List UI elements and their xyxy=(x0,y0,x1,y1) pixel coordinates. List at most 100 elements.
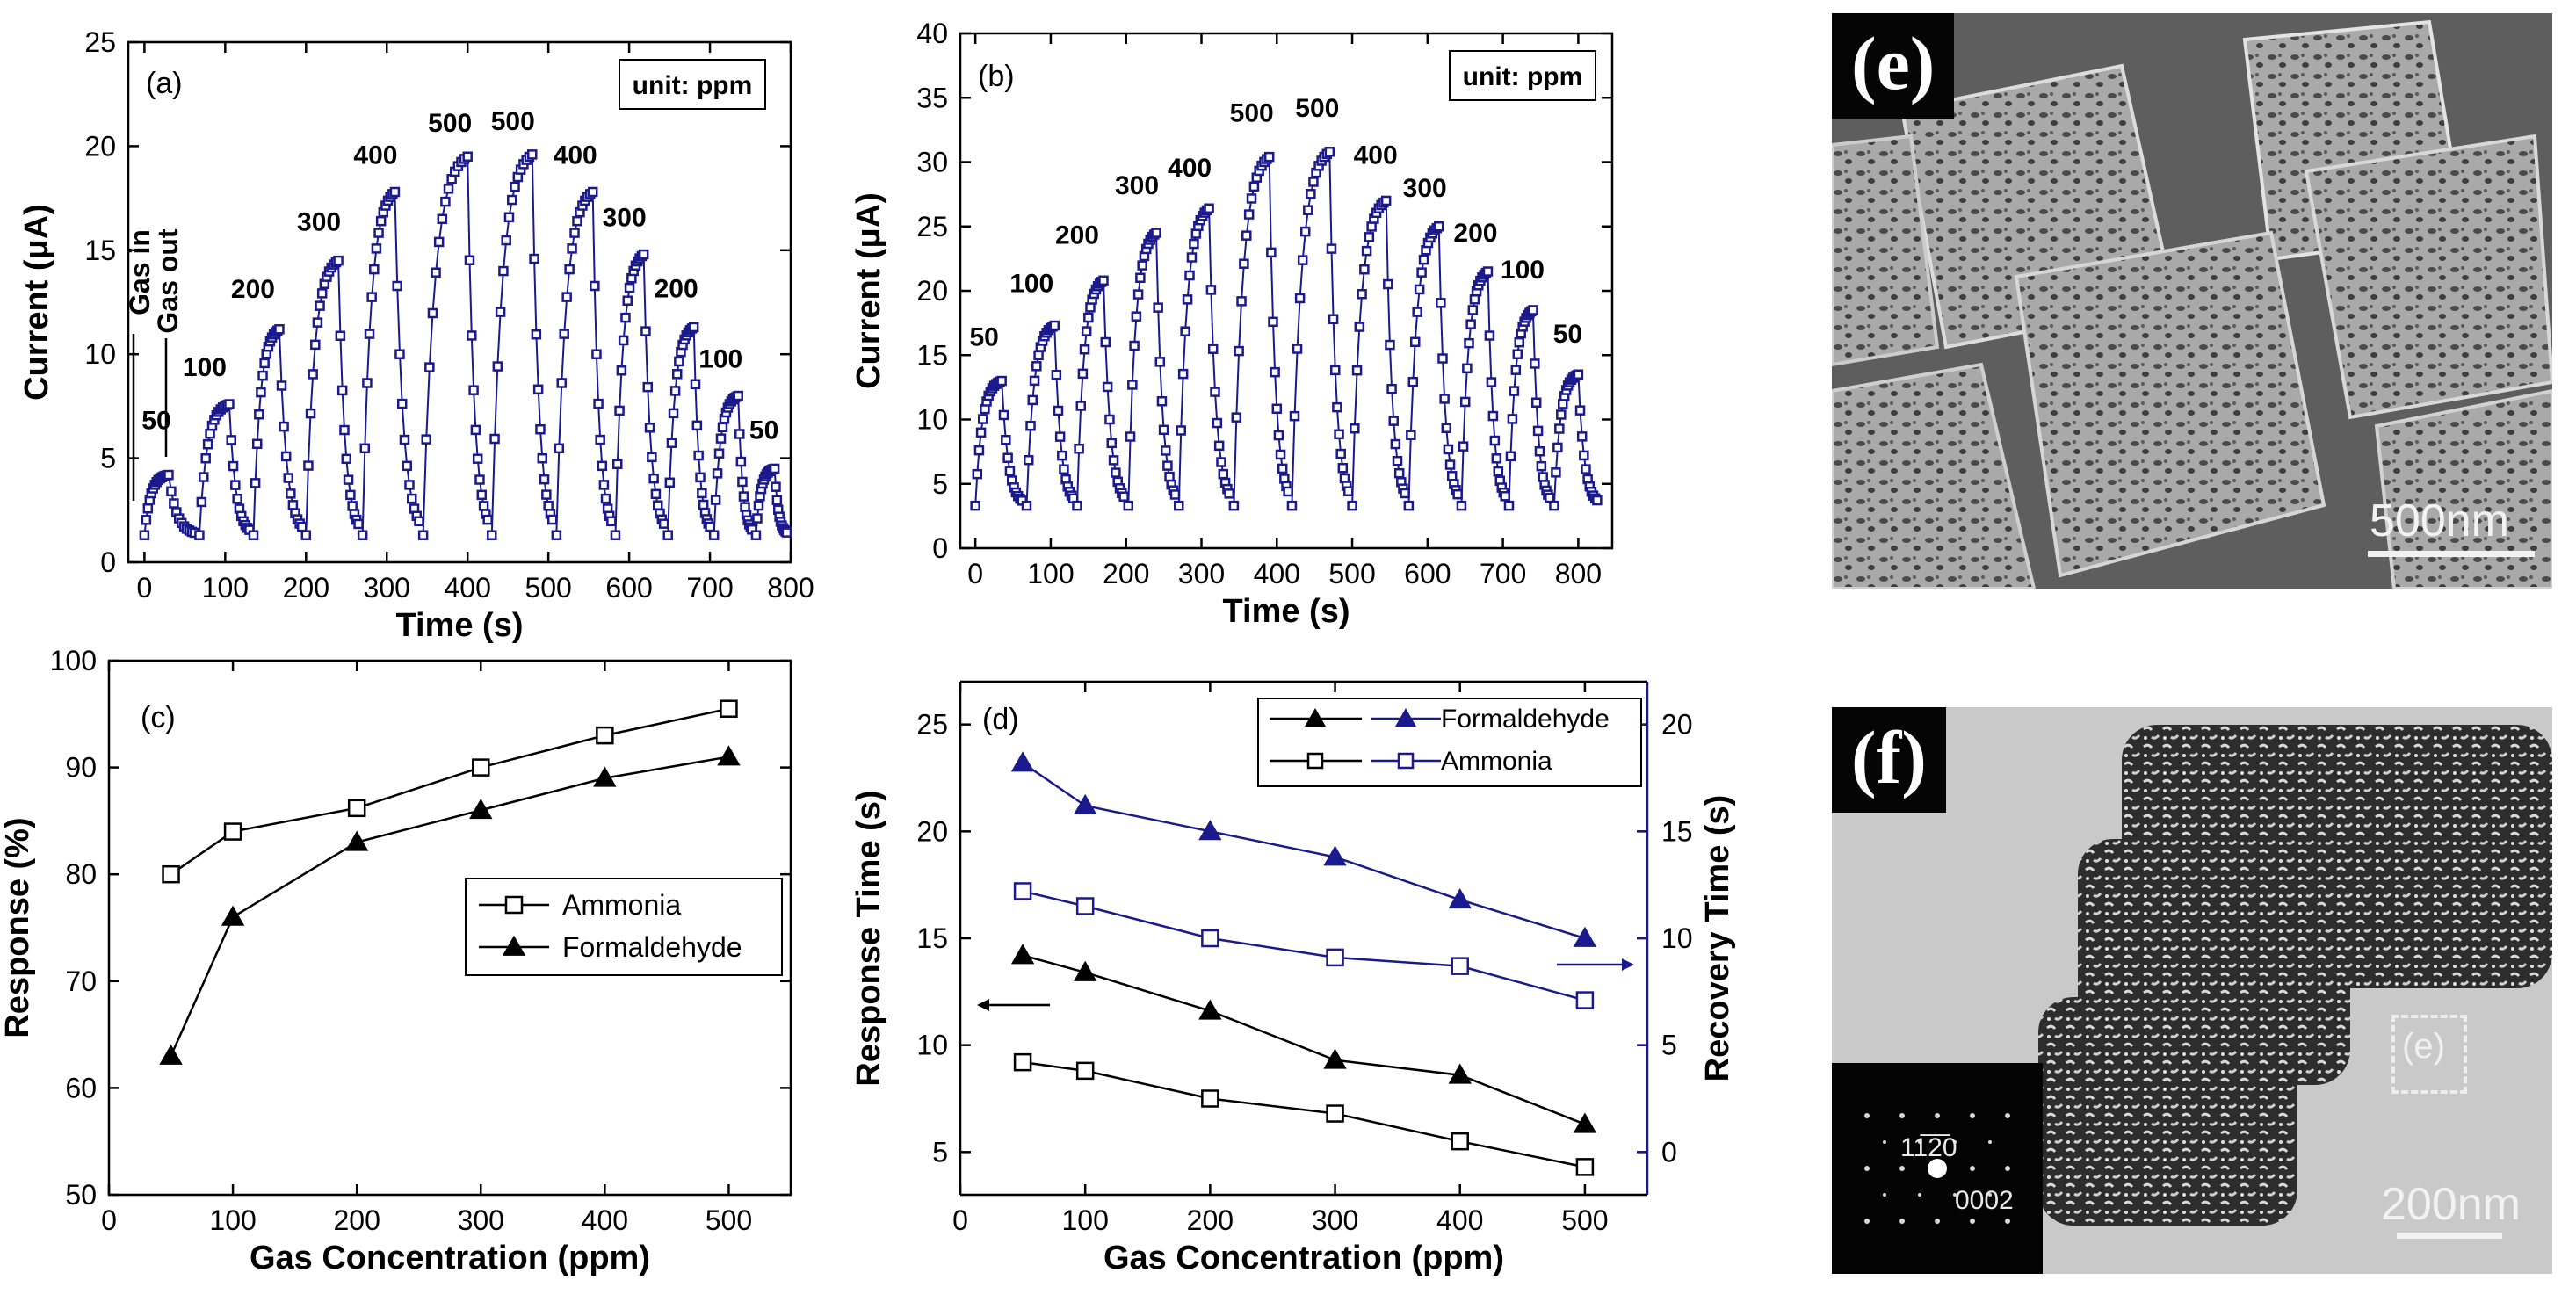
pulse-point xyxy=(1528,305,1538,315)
pulse-label: 100 xyxy=(183,353,227,382)
pulse-point xyxy=(1439,394,1450,404)
pulse-point xyxy=(1556,409,1567,420)
pulse-point xyxy=(1001,434,1011,445)
pulse-point xyxy=(335,330,346,341)
y2-tick-label: 0 xyxy=(1661,1136,1677,1168)
pulse-point xyxy=(1500,491,1510,502)
y-tick-label: 10 xyxy=(916,404,948,436)
x-tick-label: 100 xyxy=(202,572,249,604)
pulse-point xyxy=(1213,440,1225,452)
pulse-point xyxy=(691,420,703,431)
pulse-point xyxy=(666,438,677,448)
scale-bar-f xyxy=(2397,1233,2502,1239)
pulse-point xyxy=(1532,425,1544,437)
pulse-label: 300 xyxy=(1403,174,1447,203)
pulse-point xyxy=(257,370,268,381)
diffraction-inset: 11̅2̅0 0002 xyxy=(1832,1063,2043,1274)
pulse-point xyxy=(1507,414,1518,424)
pulse-point xyxy=(1111,467,1121,478)
pulse-point xyxy=(1458,441,1469,452)
diffraction-label-b: 0002 xyxy=(1955,1186,2014,1215)
ammonia-point xyxy=(1201,929,1219,948)
pulse-point xyxy=(977,414,988,424)
pulse-point xyxy=(1487,410,1499,422)
pulse-point xyxy=(1135,272,1146,284)
y-tick-label: 10 xyxy=(84,338,116,370)
pulse-point xyxy=(303,460,314,471)
pulse-point xyxy=(359,443,371,454)
pulse-point xyxy=(1162,460,1173,471)
pulse-point xyxy=(1444,459,1456,470)
pulse-point xyxy=(443,184,454,194)
pulse-point xyxy=(468,385,479,395)
x-tick-label: 300 xyxy=(1312,1204,1358,1236)
pulse-point xyxy=(1224,488,1234,499)
y-tick-label: 15 xyxy=(916,922,948,954)
pulse-point xyxy=(394,349,405,359)
y2-tick-label: 20 xyxy=(1661,709,1693,741)
x-tick-label: 0 xyxy=(967,558,983,589)
pulse-point xyxy=(339,424,350,436)
legend-label-formaldehyde: Formaldehyde xyxy=(1441,705,1610,734)
pulse-point xyxy=(1359,264,1370,275)
pulse-point xyxy=(650,488,662,500)
pulse-point xyxy=(587,186,598,198)
sem-micrograph-e: (e) 500nm xyxy=(1832,13,2552,589)
x-tick-label: 300 xyxy=(1178,558,1225,589)
pulse-point xyxy=(527,149,538,160)
pulse-point xyxy=(554,443,565,454)
series-line-0 xyxy=(1022,954,1586,1125)
pulse-point xyxy=(664,477,676,488)
pulse-label: 300 xyxy=(603,204,647,233)
pulse-point xyxy=(1081,326,1092,336)
pulse-point xyxy=(274,324,285,335)
x-tick-label: 600 xyxy=(605,572,652,604)
unit-box-text: unit: ppm xyxy=(1463,62,1583,91)
pulse-point xyxy=(440,196,451,207)
pulse-point xyxy=(283,473,293,483)
ammonia-point xyxy=(720,699,738,718)
pulse-point xyxy=(752,513,763,524)
pulse-point xyxy=(1218,468,1229,480)
pulse-point xyxy=(771,481,781,492)
pulse-point xyxy=(396,398,408,409)
pulse-point xyxy=(417,530,429,540)
pulse-point xyxy=(769,463,780,474)
pulse-point xyxy=(537,452,547,464)
pulse-point xyxy=(287,500,299,510)
pulse-point xyxy=(1025,420,1036,431)
pulse-point xyxy=(712,468,723,479)
x-tick-label: 0 xyxy=(101,1204,117,1236)
pulse-point xyxy=(1212,417,1223,429)
series-line-formaldehyde xyxy=(170,756,729,1057)
pulse-point xyxy=(708,530,720,540)
pulse-point xyxy=(535,423,546,435)
pulse-point xyxy=(310,339,321,351)
pulse-point xyxy=(597,460,608,472)
pulse-point xyxy=(498,265,509,277)
x-tick-label: 400 xyxy=(582,1204,628,1236)
pulse-point xyxy=(698,499,709,510)
pulse-point xyxy=(1459,396,1471,408)
y-tick-label: 80 xyxy=(65,858,97,890)
legend-marker-formaldehyde-black xyxy=(1305,708,1326,727)
region-box-e: (e) xyxy=(2391,1015,2467,1094)
pulse-point xyxy=(224,399,235,409)
y-tick-label: 100 xyxy=(50,645,97,676)
y-tick-label: 30 xyxy=(916,147,948,178)
pulse-point xyxy=(250,478,261,488)
ammonia-point xyxy=(1326,1104,1344,1123)
pulse-point xyxy=(972,468,983,480)
pulse-point xyxy=(564,264,575,275)
pulse-point xyxy=(610,530,621,540)
pulse-point xyxy=(1489,435,1501,446)
pulse-point xyxy=(487,530,497,540)
pulse-point xyxy=(254,409,264,420)
pulse-label: 300 xyxy=(1115,171,1159,200)
pulse-point xyxy=(1366,221,1377,232)
x-tick-label: 200 xyxy=(1187,1204,1234,1236)
pulse-point xyxy=(478,501,489,511)
pulse-point xyxy=(1239,258,1249,269)
pulse-point xyxy=(1530,358,1540,369)
